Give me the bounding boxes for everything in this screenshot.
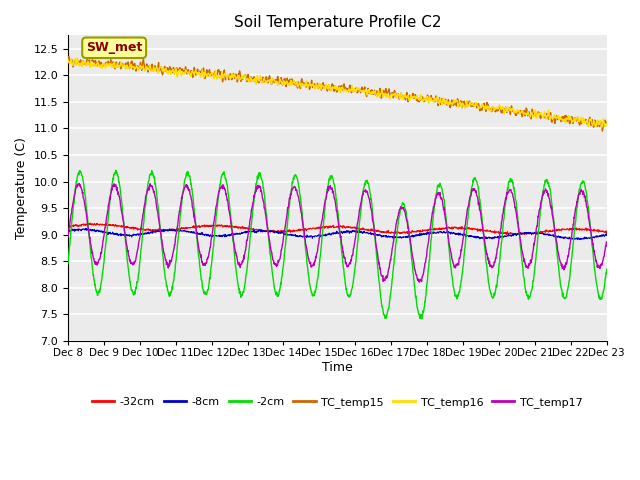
Y-axis label: Temperature (C): Temperature (C) (15, 137, 28, 239)
Legend: -32cm, -8cm, -2cm, TC_temp15, TC_temp16, TC_temp17: -32cm, -8cm, -2cm, TC_temp15, TC_temp16,… (88, 393, 587, 412)
X-axis label: Time: Time (322, 361, 353, 374)
Title: Soil Temperature Profile C2: Soil Temperature Profile C2 (234, 15, 441, 30)
Text: SW_met: SW_met (86, 41, 142, 54)
